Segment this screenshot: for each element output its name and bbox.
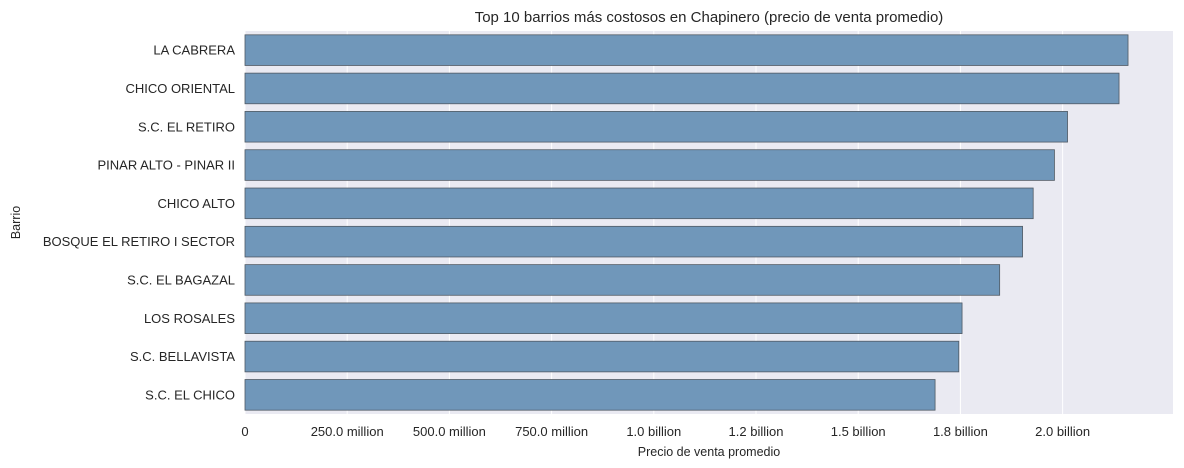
x-tick-label: 1.5 billion <box>831 424 886 439</box>
bar <box>244 379 936 411</box>
y-tick-label: CHICO ORIENTAL <box>125 81 235 96</box>
y-tick-label: PINAR ALTO - PINAR II <box>98 158 236 173</box>
x-tick-label: 500.0 million <box>413 424 486 439</box>
y-tick-label: S.C. BELLAVISTA <box>130 349 235 364</box>
y-axis-label: Barrio <box>9 206 23 239</box>
bar <box>244 302 963 334</box>
chart-title: Top 10 barrios más costosos en Chapinero… <box>475 9 944 26</box>
y-tick-label: LOS ROSALES <box>144 311 235 326</box>
y-tick-label: LA CABRERA <box>153 43 235 58</box>
x-tick-label: 750.0 million <box>515 424 588 439</box>
bars <box>244 34 1129 411</box>
bar <box>244 34 1129 66</box>
bar <box>244 225 1023 258</box>
x-tick-label: 1.8 billion <box>933 424 988 439</box>
x-tick-label: 250.0 million <box>311 424 384 439</box>
bar <box>244 111 1068 143</box>
y-tick-label: CHICO ALTO <box>157 196 235 211</box>
bar <box>244 264 1001 296</box>
x-tick-label: 2.0 billion <box>1035 424 1090 439</box>
y-tick-label: S.C. EL CHICO <box>145 387 235 402</box>
y-tick-label: S.C. EL BAGAZAL <box>127 272 235 287</box>
y-tick-label: BOSQUE EL RETIRO I SECTOR <box>43 234 235 249</box>
x-tick-labels: 0 250.0 million 500.0 million 750.0 million… <box>241 424 1090 439</box>
bar <box>244 72 1120 105</box>
x-tick-label: 0 <box>241 424 248 439</box>
y-tick-labels: LA CABRERA CHICO ORIENTAL S.C. EL RETIRO PI… <box>43 43 235 403</box>
y-tick-label: S.C. EL RETIRO <box>138 119 235 134</box>
bar <box>244 187 1034 220</box>
x-tick-label: 1.0 billion <box>626 424 681 439</box>
x-tick-label: 1.2 billion <box>729 424 784 439</box>
bar <box>244 340 960 373</box>
bar <box>244 149 1055 181</box>
x-axis-label: Precio de venta promedio <box>638 445 780 459</box>
